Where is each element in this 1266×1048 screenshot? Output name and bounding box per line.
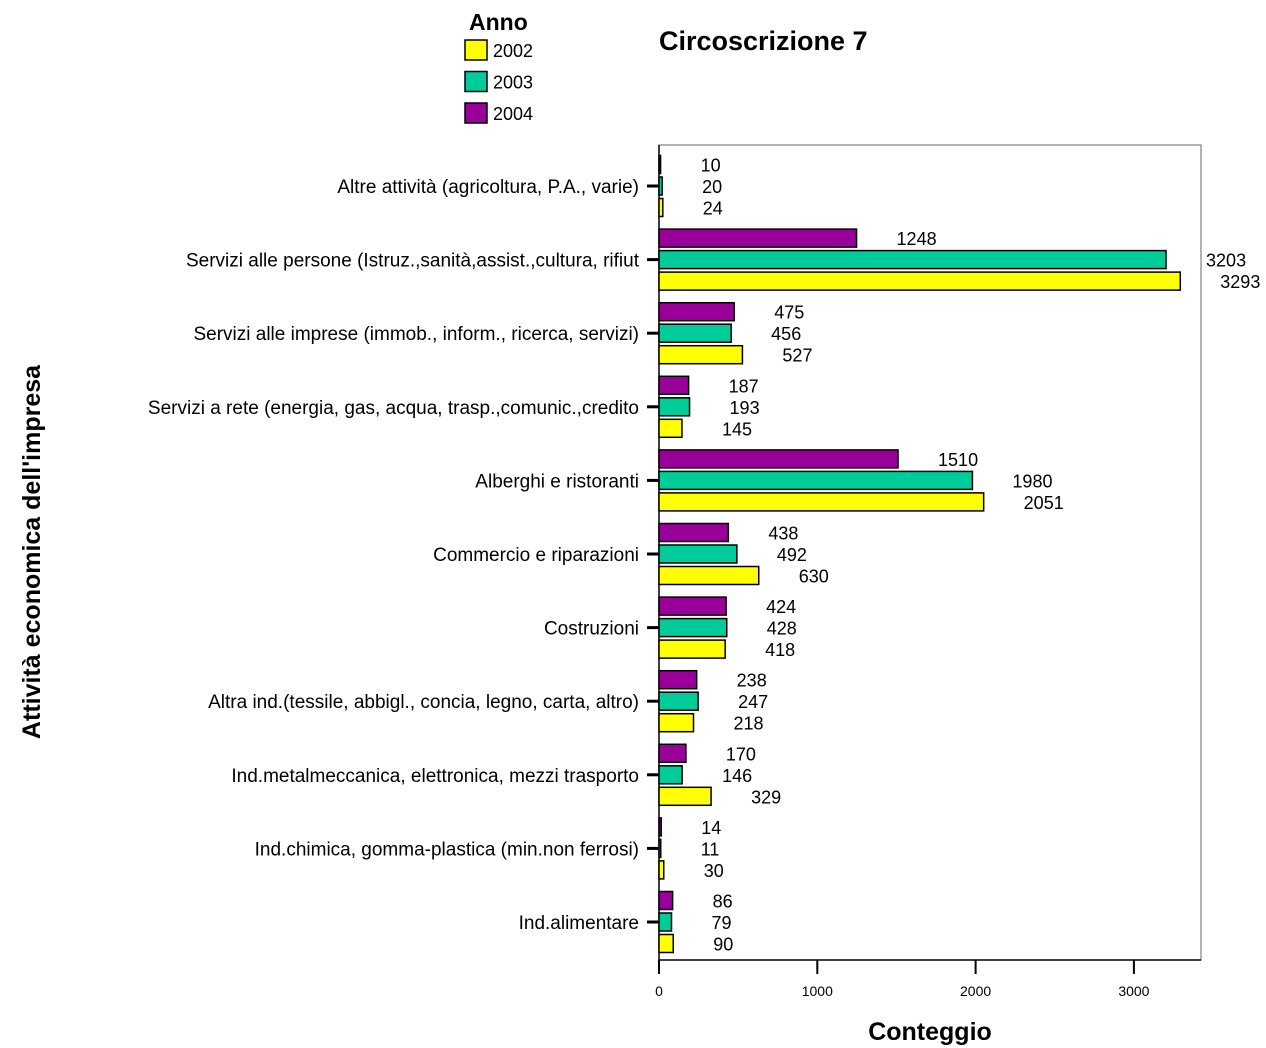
data-label: 193	[730, 398, 760, 418]
bar-2003	[658, 912, 673, 932]
category-label: Altra ind.(tessile, abbigl., concia, leg…	[208, 692, 639, 713]
data-label: 329	[751, 787, 781, 807]
data-label: 79	[712, 913, 732, 933]
category-label: Servizi a rete (energia, gas, acqua, tra…	[148, 398, 639, 419]
legend-label: 2004	[493, 104, 533, 124]
category-label: Ind.alimentare	[519, 913, 639, 934]
data-label: 24	[703, 199, 723, 219]
category-label: Servizi alle persone (Istruz.,sanità,ass…	[186, 251, 640, 272]
data-label: 1248	[897, 229, 937, 249]
bar-2004	[658, 817, 662, 837]
bar-2003	[658, 617, 728, 638]
data-label: 418	[765, 640, 795, 660]
bar-2004	[658, 228, 858, 248]
plot-area: 0 1000 2000 3000 Altre attività (agricoltura…	[148, 144, 1260, 999]
data-label: 30	[704, 861, 724, 881]
bar-2004	[658, 522, 730, 543]
category-label: Servizi alle imprese (immob., inform., r…	[193, 324, 639, 345]
bar-2003	[658, 176, 663, 196]
bar-2003	[658, 249, 1167, 270]
data-label: 86	[713, 892, 733, 912]
data-label: 218	[734, 714, 764, 734]
data-label: 247	[738, 692, 768, 712]
bar-2004	[658, 449, 899, 469]
data-label: 527	[782, 346, 812, 366]
category-label: Altre attività (agricoltura, P.A., varie…	[337, 177, 639, 198]
x-tick-label: 2000	[960, 983, 991, 999]
bar-2004	[658, 669, 698, 690]
x-tick-label: 0	[655, 983, 663, 999]
legend: 2002 2003 2004	[464, 39, 533, 124]
data-label: 630	[799, 567, 829, 587]
bar-2002	[658, 639, 726, 659]
data-label: 3203	[1206, 251, 1246, 271]
bar-2002	[658, 418, 683, 439]
data-label: 428	[767, 619, 797, 639]
category-label: Alberghi e ristoranti	[475, 471, 639, 492]
legend-swatch-2002	[464, 39, 488, 61]
bar-2002	[658, 786, 712, 807]
bar-2004	[658, 154, 662, 175]
legend-swatch-2004	[464, 102, 488, 124]
data-label: 14	[701, 818, 721, 838]
data-label: 170	[726, 744, 756, 764]
bar-2002	[658, 860, 665, 880]
bar-2002	[658, 344, 744, 365]
legend-label: 2002	[493, 41, 533, 61]
legend-label: 2003	[493, 73, 533, 93]
data-label: 424	[766, 597, 796, 617]
data-label: 10	[701, 156, 721, 176]
bar-2003	[658, 323, 732, 343]
y-axis-label: Attività economica dell'impresa	[18, 364, 46, 739]
bar-2004	[658, 301, 735, 322]
data-label: 3293	[1220, 272, 1260, 292]
bar-2003	[658, 765, 683, 785]
bar-2002	[658, 271, 1182, 291]
legend-swatch-2003	[464, 70, 488, 93]
bar-2003	[658, 397, 691, 417]
bar-2004	[658, 375, 690, 396]
bar-2003	[658, 544, 738, 564]
bar-2002	[658, 197, 664, 218]
bar-2004	[658, 596, 727, 616]
x-axis-label: Conteggio	[868, 1018, 992, 1046]
data-label: 438	[768, 524, 798, 544]
bar-2002	[658, 492, 985, 512]
bar-2002	[658, 933, 674, 954]
data-label: 187	[729, 376, 759, 396]
bar-2002	[658, 712, 695, 733]
data-label: 90	[713, 935, 733, 955]
chart-title: Circoscrizione 7	[659, 26, 868, 56]
data-label: 1980	[1012, 471, 1052, 491]
category-label: Ind.metalmeccanica, elettronica, mezzi t…	[231, 766, 639, 787]
data-label: 146	[722, 766, 752, 786]
legend-title: Anno	[469, 9, 528, 35]
category-label: Costruzioni	[544, 619, 639, 640]
data-label: 145	[722, 419, 752, 439]
bar-2002	[658, 565, 760, 586]
bar-2003	[658, 838, 662, 859]
bar-2004	[658, 743, 687, 764]
data-label: 11	[701, 839, 720, 859]
data-label: 456	[771, 324, 801, 344]
category-label: Ind.chimica, gomma-plastica (min.non fer…	[255, 839, 639, 860]
data-label: 1510	[938, 450, 978, 470]
data-label: 2051	[1024, 493, 1064, 513]
bar-2003	[658, 691, 699, 711]
category-label: Commercio e riparazioni	[433, 545, 639, 566]
x-tick-label: 3000	[1118, 983, 1149, 999]
data-label: 238	[737, 671, 767, 691]
x-tick-label: 1000	[802, 983, 833, 999]
data-label: 475	[774, 303, 804, 323]
data-label: 492	[777, 545, 807, 565]
bar-2004	[658, 890, 674, 911]
data-label: 20	[702, 177, 722, 197]
bar-2003	[658, 470, 974, 491]
